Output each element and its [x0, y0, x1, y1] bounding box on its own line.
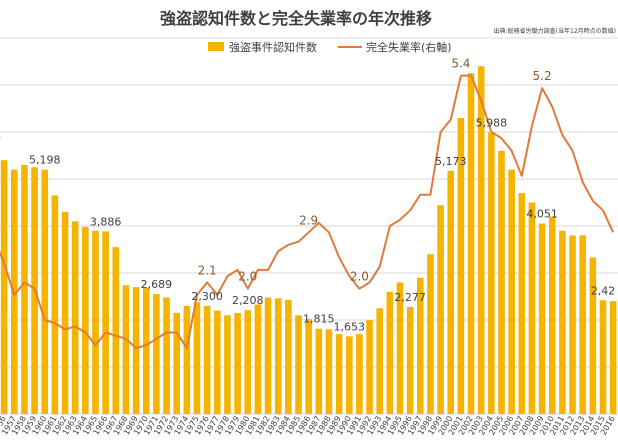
bar-1984: [285, 299, 292, 414]
bar-value-label: 5,198: [29, 154, 61, 167]
x-tick-1956: 1956: [0, 415, 8, 437]
bar-value-label: 78: [0, 130, 1, 143]
bar-1998: [427, 254, 434, 414]
bar-1990: [345, 336, 353, 414]
bar-2008: [528, 202, 536, 414]
bar-2006: [508, 169, 515, 414]
bar-value-label: 4,051: [526, 208, 558, 221]
bar-1983: [274, 298, 282, 414]
bar-1996: [406, 306, 414, 414]
bar-2012: [569, 235, 576, 414]
bar-1988: [325, 329, 333, 414]
bar-1986: [305, 319, 312, 414]
line-value-label: 2.0: [350, 270, 369, 284]
bar-value-label: 2,277: [394, 291, 426, 304]
bar-value-label: 2,42: [591, 284, 616, 297]
bar-1991: [356, 334, 363, 414]
bar-2001: [457, 117, 465, 415]
bar-1965: [92, 230, 99, 414]
bar-1981: [254, 304, 262, 414]
unemployment-line: [0, 74, 615, 350]
bar-1966: [102, 231, 109, 414]
bar-1970: [142, 287, 150, 414]
legend: 強盗事件認知件数 完全失業率(右軸): [208, 40, 452, 54]
chart-source: 出典:総務省労働力調査(当年12月時点の数値): [494, 27, 616, 35]
bar-1999: [437, 205, 444, 414]
bar-1976: [203, 305, 211, 414]
bar-2003: [477, 66, 485, 414]
bar-2004: [488, 132, 495, 414]
bar-2011: [559, 230, 566, 414]
chart-title: 強盗認知件数と完全失業率の年次推移: [160, 9, 432, 28]
bar-2014: [589, 257, 597, 414]
bar-1964: [82, 226, 89, 414]
bar-2009: [538, 223, 546, 414]
bar-value-label: 3,886: [90, 215, 122, 228]
bar-value-label: 1,653: [334, 320, 366, 333]
bar-1958: [21, 164, 28, 414]
bar-1989: [335, 334, 343, 414]
bar-2016: [609, 301, 617, 414]
line-series: [0, 74, 615, 350]
bar-1975: [193, 302, 201, 414]
bar-1971: [153, 294, 160, 414]
bar-1993: [376, 308, 383, 414]
legend-line-label: 完全失業率(右軸): [366, 40, 452, 54]
bar-1985: [295, 315, 302, 414]
line-data-labels: 2.1 2.0 2.9 2.0 5.4 5.2: [198, 57, 552, 284]
bar-1963: [71, 221, 79, 414]
bar-1961: [51, 195, 59, 414]
bar-1997: [417, 277, 424, 414]
line-value-label: 2.0: [238, 270, 257, 284]
bar-1968: [122, 285, 130, 414]
bar-1978: [224, 315, 231, 414]
bar-1969: [132, 287, 140, 414]
bar-value-label: 2,689: [141, 278, 173, 291]
bar-1962: [61, 211, 69, 414]
bar-1956: [0, 160, 8, 414]
bar-1973: [173, 312, 180, 414]
bar-2005: [498, 150, 505, 415]
bar-1982: [264, 297, 272, 414]
legend-bar-label: 強盗事件認知件数: [229, 40, 317, 54]
bar-value-label: 5,988: [476, 117, 508, 130]
bar-2000: [447, 170, 455, 414]
bar-1992: [366, 320, 373, 414]
bar-value-label: 2,208: [232, 294, 264, 307]
bar-2007: [518, 193, 526, 414]
bar-1980: [244, 310, 252, 414]
bar-value-label: 5,173: [435, 155, 467, 168]
bar-1987: [315, 328, 323, 414]
bar-1972: [163, 297, 170, 414]
bar-2013: [579, 235, 586, 414]
bar-1960: [41, 169, 49, 414]
line-value-label: 2.1: [198, 263, 217, 277]
bar-2002: [467, 73, 475, 414]
bar-1974: [183, 305, 191, 414]
bar-1979: [234, 312, 241, 414]
legend-bar-swatch: [208, 42, 224, 51]
bar-value-label: 1,815: [303, 313, 335, 326]
line-value-label: 2.9: [299, 213, 318, 227]
bar-1967: [112, 247, 120, 414]
x-tick-labels: 1956195719581959196019611962196319641965…: [0, 414, 617, 436]
bar-1994: [386, 291, 394, 414]
bar-1995: [396, 282, 404, 414]
bar-2010: [548, 216, 556, 414]
line-value-label: 5.4: [451, 57, 470, 71]
line-value-label: 5.2: [533, 69, 552, 83]
bar-value-label: 2,300: [191, 290, 223, 303]
bar-2015: [599, 300, 607, 414]
bar-1977: [214, 310, 221, 414]
